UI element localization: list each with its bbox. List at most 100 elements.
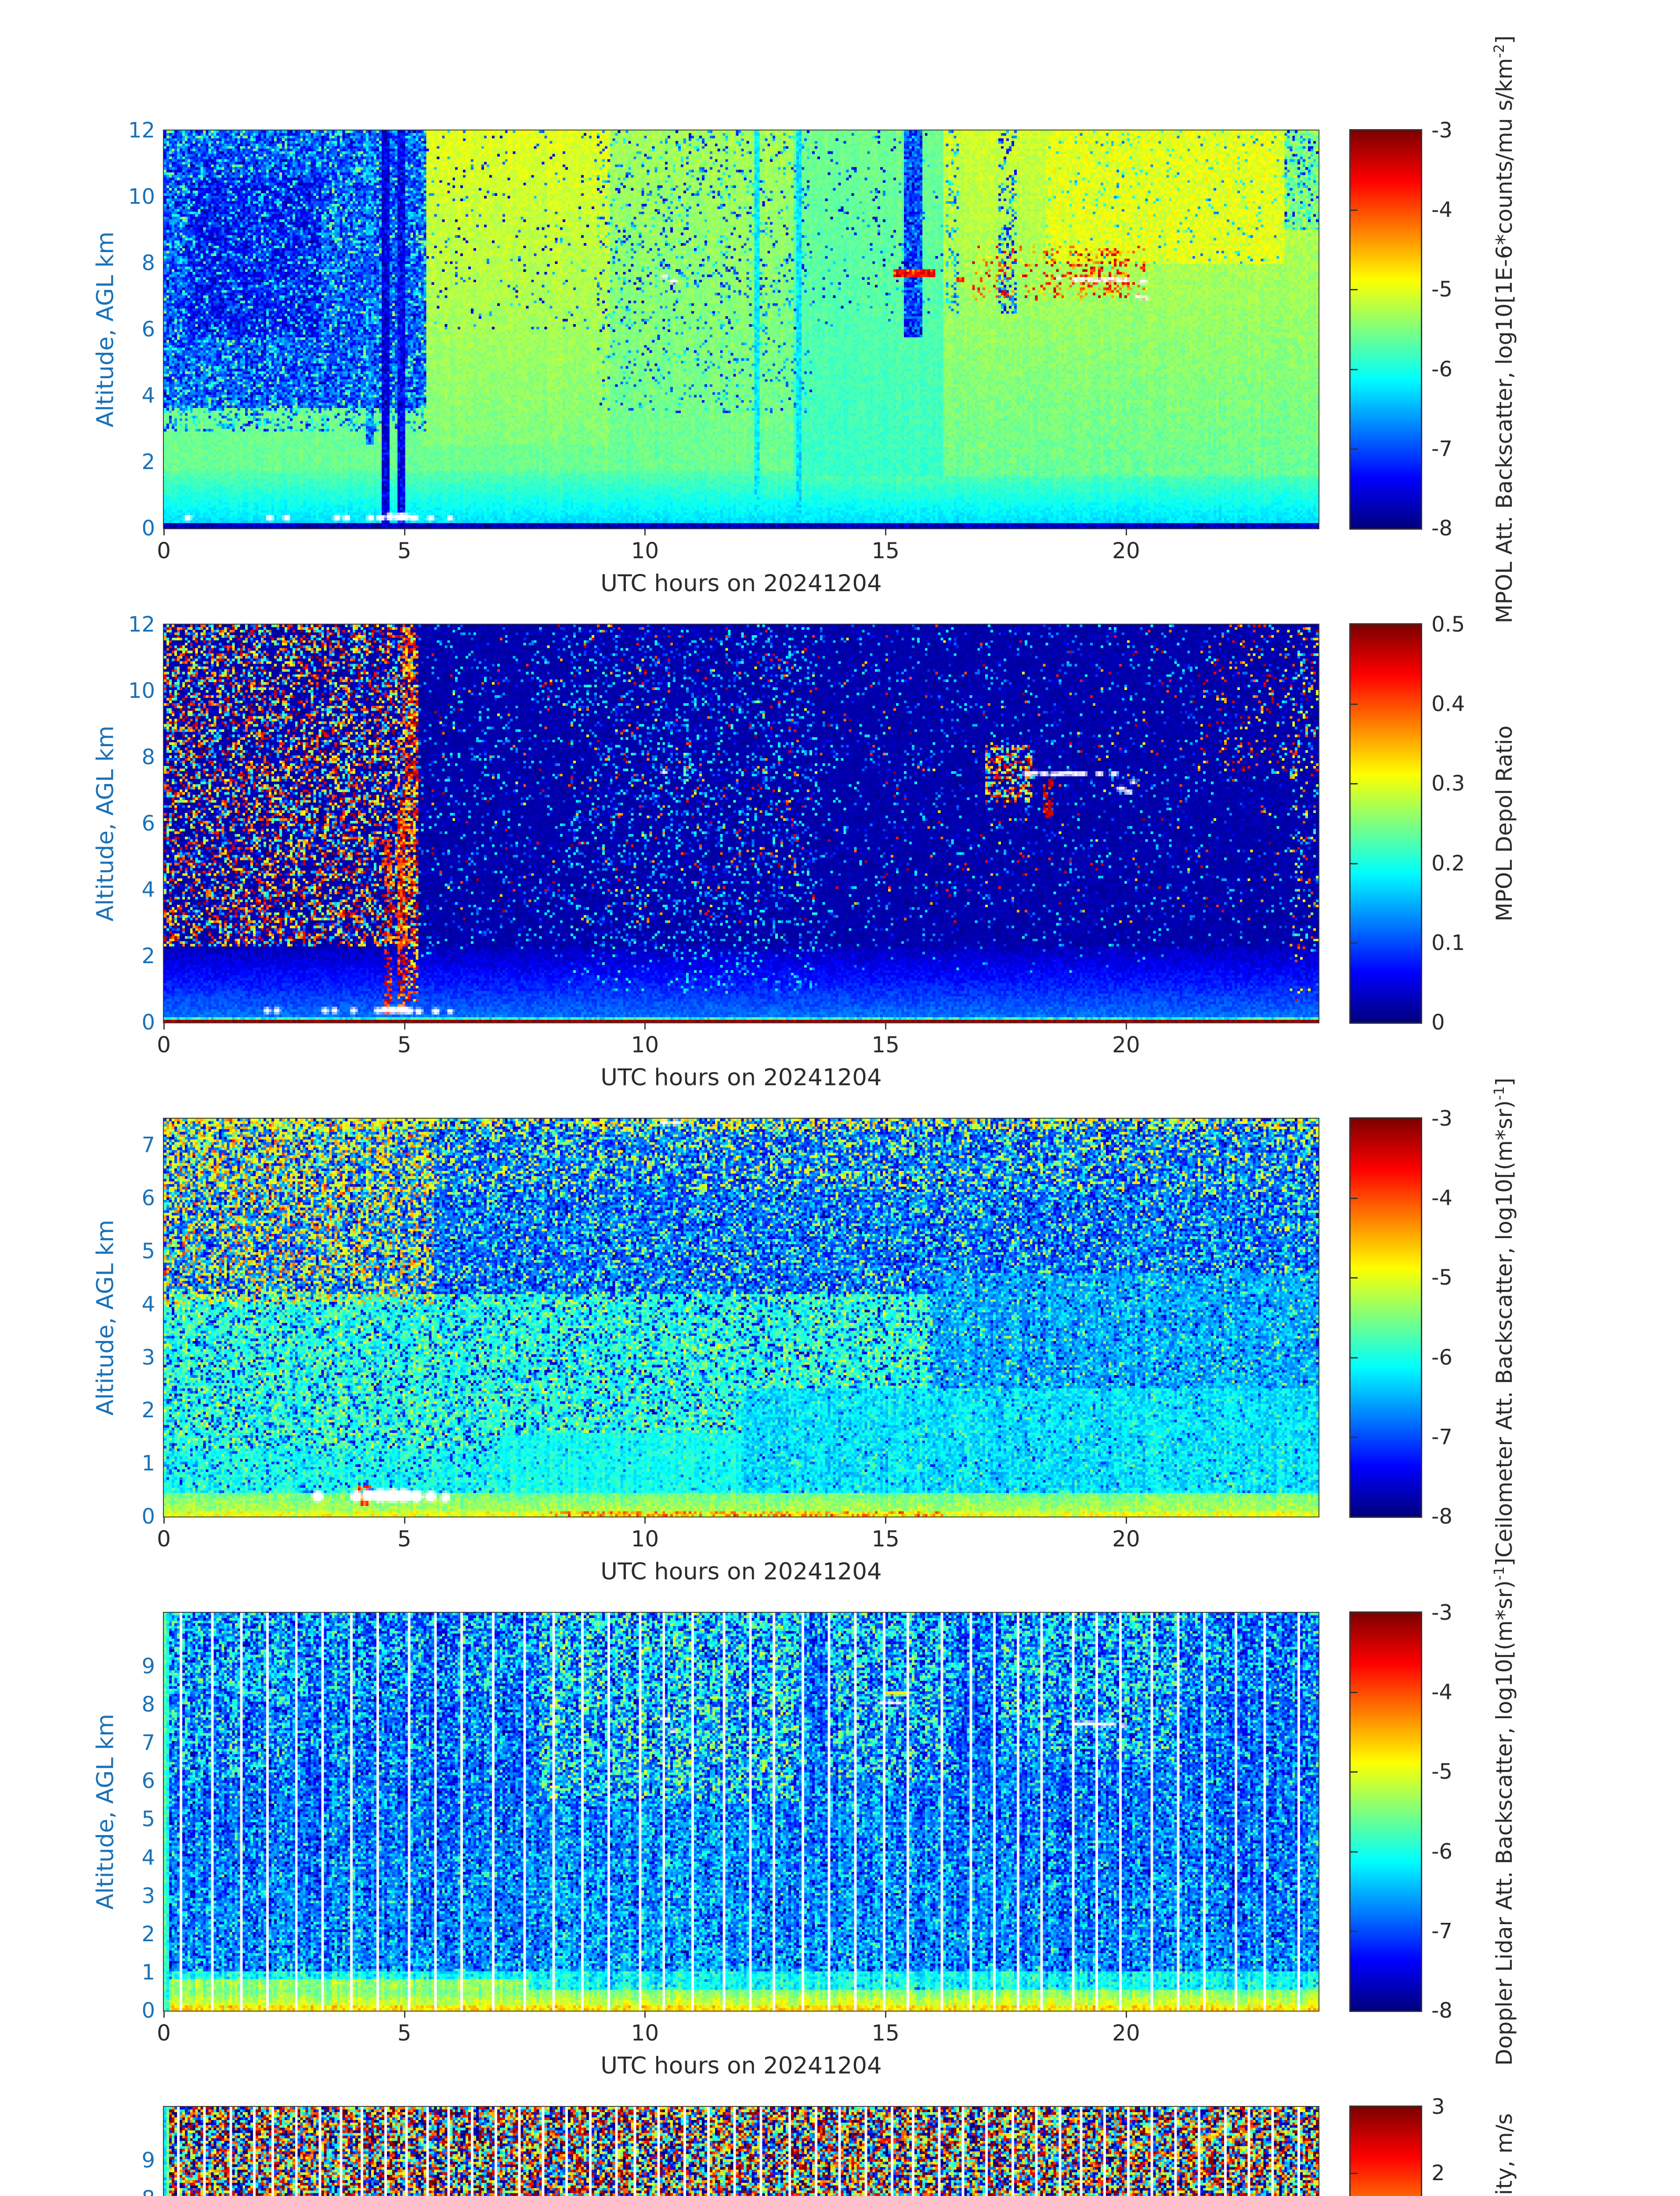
colorbar-label-superscript: -1: [1491, 1566, 1507, 1581]
y-tick-label: 6: [141, 1186, 155, 1211]
y-tick-label: 1: [141, 1451, 155, 1476]
x-tick-mark: [163, 1023, 165, 1029]
x-tick-mark: [1125, 1023, 1127, 1029]
y-tick-label: 7: [141, 1730, 155, 1755]
x-tick-mark: [404, 2012, 405, 2018]
colorbar-tick-label: 0.5: [1431, 612, 1465, 637]
x-tick-label: 15: [871, 1032, 900, 1058]
y-tick-label: 2: [141, 1398, 155, 1423]
colorbar-tick-label: 0.2: [1431, 851, 1465, 876]
y-tick-label: 2: [141, 450, 155, 474]
y-tick-label: 4: [141, 878, 155, 902]
heatmap-canvas-3: [164, 1119, 1319, 1517]
y-tick-label: 2: [141, 1922, 155, 1947]
x-tick-label: 15: [871, 2020, 900, 2046]
y-tick-label: 4: [141, 1292, 155, 1317]
colorbar-tick-label: -5: [1431, 1759, 1452, 1784]
x-tick-label: 0: [157, 1032, 171, 1058]
y-tick-label: 6: [141, 811, 155, 836]
heatmap-canvas-2: [164, 625, 1319, 1022]
colorbar-label-text: Ceilometer Att. Backscatter, log10[(m*sr…: [1492, 1100, 1517, 1558]
x-tick-label: 10: [631, 2020, 659, 2046]
colorbar-label-text: MPOL Att. Backscatter, log10[1E-6*counts…: [1492, 58, 1517, 624]
colorbar-axis-label: Ceilometer Att. Backscatter, log10[(m*sr…: [1491, 1077, 1517, 1558]
y-tick-label: 10: [128, 679, 155, 703]
y-tick-label: 2: [141, 944, 155, 968]
colorbar-tick-label: -4: [1431, 1680, 1452, 1705]
colorbar-tick-label: -6: [1431, 1839, 1452, 1864]
y-tick-label: 3: [141, 1345, 155, 1370]
x-tick-label: 5: [397, 1526, 412, 1552]
colorbar-tick-label: -5: [1431, 277, 1452, 302]
colorbar-tick-label: -6: [1431, 1345, 1452, 1370]
y-tick-label: 4: [141, 383, 155, 408]
colorbar-tick-label: -6: [1431, 357, 1452, 382]
x-axis-label: UTC hours on 20241204: [600, 1558, 882, 1585]
colorbar-tick-label: -7: [1431, 1918, 1452, 1943]
colorbar-axis-label: Doppler Lidar Att. Backscatter, log10[(m…: [1491, 1557, 1517, 2066]
x-tick-label: 15: [871, 1526, 900, 1552]
x-tick-label: 20: [1112, 1032, 1140, 1058]
y-tick-label: 8: [141, 745, 155, 769]
colorbar-label-close: ]: [1492, 1077, 1517, 1087]
colorbar-tick-mark: [1351, 1771, 1358, 1773]
colorbar-tick-mark: [1351, 1277, 1358, 1279]
x-tick-label: 5: [397, 1032, 412, 1058]
colorbar-tick-label: -4: [1431, 1186, 1452, 1211]
y-axis-label: Altitude, AGL km: [92, 231, 119, 427]
x-tick-mark: [644, 529, 646, 535]
x-tick-mark: [1125, 2012, 1127, 2018]
y-tick-label: 7: [141, 1133, 155, 1158]
colorbar-tick-label: -3: [1431, 1600, 1452, 1625]
y-tick-label: 6: [141, 317, 155, 342]
colorbar-tick-mark: [1351, 1198, 1358, 1199]
colorbar-tick-label: -4: [1431, 198, 1452, 223]
heatmap-canvas-1: [164, 130, 1319, 528]
colorbar-canvas-2: [1351, 625, 1421, 1022]
x-tick-mark: [885, 2012, 887, 2018]
x-tick-mark: [885, 1517, 887, 1524]
x-tick-label: 10: [631, 1032, 659, 1058]
y-tick-label: 12: [128, 612, 155, 637]
colorbar-label-close: ]: [1492, 1557, 1517, 1567]
x-tick-label: 5: [397, 2020, 412, 2046]
colorbar-tick-mark: [1351, 942, 1358, 944]
colorbar-tick-label: -8: [1431, 1504, 1452, 1529]
y-tick-label: 0: [141, 1998, 155, 2023]
colorbar-tick-label: -5: [1431, 1265, 1452, 1290]
heatmap-canvas-5: [164, 2107, 1319, 2196]
colorbar-tick-label: -3: [1431, 1106, 1452, 1131]
colorbar-tick-label: 0.4: [1431, 692, 1465, 717]
y-axis-label: Altitude, AGL km: [92, 1220, 119, 1416]
colorbar-label-superscript: -2: [1491, 44, 1507, 58]
x-tick-mark: [163, 1517, 165, 1524]
colorbar-label-superscript: -1: [1491, 1086, 1507, 1101]
colorbar-tick-label: 0: [1431, 1010, 1445, 1035]
colorbar-tick-mark: [1351, 863, 1358, 864]
y-tick-label: 0: [141, 1504, 155, 1529]
colorbar-axis-label: Doppler Lidar Vertical Velocity, m/s: [1492, 2113, 1517, 2196]
colorbar-tick-mark: [1351, 289, 1358, 291]
y-tick-label: 4: [141, 1845, 155, 1870]
x-tick-mark: [644, 2012, 646, 2018]
x-tick-label: 0: [157, 538, 171, 563]
x-tick-mark: [1125, 529, 1127, 535]
colorbar-tick-label: -7: [1431, 1424, 1452, 1449]
colorbar-tick-mark: [1351, 448, 1358, 450]
y-axis-label: Altitude, AGL km: [92, 726, 119, 921]
y-tick-label: 6: [141, 1769, 155, 1794]
x-axis-label: UTC hours on 20241204: [600, 2052, 882, 2079]
colorbar-label-text: MPOL Depol Ratio: [1492, 725, 1517, 922]
colorbar-axis-label: MPOL Att. Backscatter, log10[1E-6*counts…: [1491, 36, 1517, 624]
y-axis-label: Altitude, AGL km: [92, 1714, 119, 1910]
colorbar-tick-mark: [1351, 368, 1358, 370]
colorbar-tick-label: 3: [1431, 2095, 1445, 2119]
x-tick-mark: [885, 1023, 887, 1029]
y-tick-label: 5: [141, 1807, 155, 1832]
x-tick-mark: [163, 2012, 165, 2018]
x-tick-mark: [644, 1023, 646, 1029]
colorbar-tick-mark: [1351, 783, 1358, 785]
x-tick-mark: [885, 529, 887, 535]
colorbar-label-text: Doppler Lidar Vertical Velocity, m/s: [1492, 2113, 1517, 2196]
x-tick-mark: [644, 1517, 646, 1524]
